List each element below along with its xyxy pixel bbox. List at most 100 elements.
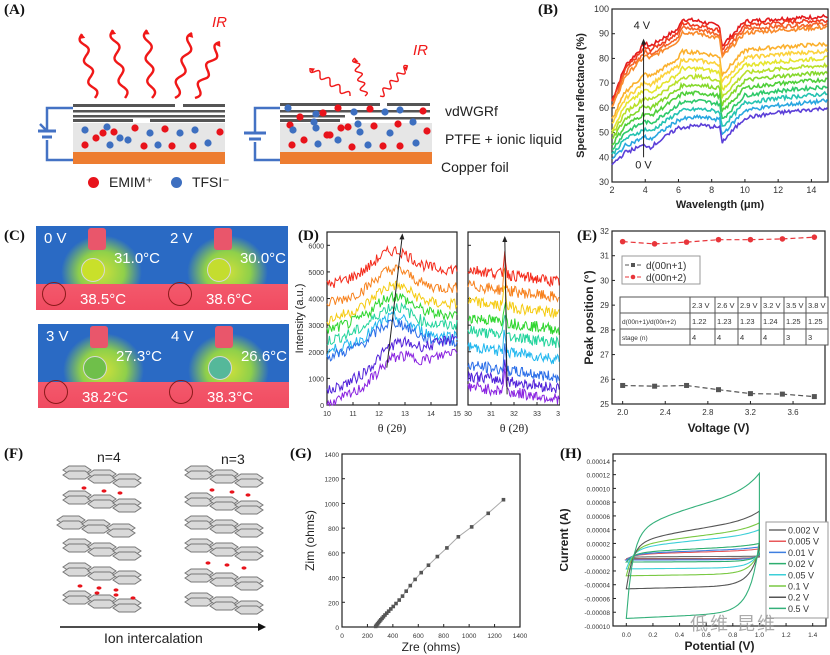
dr-series-line xyxy=(467,343,560,383)
h-y-tick-label: -0.00002 xyxy=(584,569,610,576)
h-legend-label: 0.02 V xyxy=(788,559,814,569)
thermal-center-ring xyxy=(83,356,107,380)
ir-wave xyxy=(379,64,409,98)
thermal-voltage-label: 4 V xyxy=(171,328,194,345)
tfsi-ion xyxy=(386,129,394,137)
e-table-cell: 2.9 V xyxy=(740,301,758,310)
e-y-tick-label: 27 xyxy=(600,351,609,360)
h-legend-label: 0.1 V xyxy=(788,582,809,592)
dl-plot-frame xyxy=(326,231,458,406)
intercalated-ion xyxy=(209,488,215,492)
b-x-tick-label: 12 xyxy=(773,185,783,195)
graphene-hexagon xyxy=(209,501,239,511)
ir-arrowhead-icon xyxy=(188,33,194,38)
e-y-tick-label: 28 xyxy=(600,326,609,335)
g-data-point xyxy=(445,546,449,550)
e-table-cell: 1.23 xyxy=(740,317,755,326)
h-x-tick-label: 0.4 xyxy=(675,632,684,639)
graphene-hexagon xyxy=(62,495,92,505)
circuit-wire xyxy=(45,106,73,162)
h-y-tick-label: -0.00006 xyxy=(584,596,610,603)
e-table-cell: 4 xyxy=(717,333,721,342)
e-data-point xyxy=(651,241,658,247)
e-table-cell: 1.25 xyxy=(786,317,801,326)
panel-a-label: (A) xyxy=(4,2,25,18)
e-data-point xyxy=(811,394,817,400)
graphene-hexagon xyxy=(56,520,86,530)
b-series-line xyxy=(611,41,828,119)
e-table-cell: 3.2 V xyxy=(763,301,781,310)
graphene-hexagon xyxy=(112,603,142,613)
tfsi-ion xyxy=(310,118,318,126)
g-data-point xyxy=(456,534,461,539)
panel-e-chart: 2.0 2.4 2.8 3.2 3.62526272829303132d(00n+1)d… xyxy=(582,227,829,435)
dr-series-line xyxy=(467,359,560,394)
dl-series-line xyxy=(326,309,458,358)
dr-series-line xyxy=(467,314,560,348)
ir-wave xyxy=(309,68,351,96)
e-table-frame xyxy=(619,296,829,346)
d-y-axis-title: Intensity (a.u.) xyxy=(294,284,306,354)
thermal-center-ring xyxy=(208,356,232,380)
ir-wave xyxy=(351,57,369,97)
intercalated-ion xyxy=(81,486,87,490)
dl-series-line xyxy=(326,290,458,334)
dl-y-tick-label: 3000 xyxy=(308,323,324,330)
b-series-line xyxy=(611,18,828,102)
dl-y-tick-label: 4000 xyxy=(308,297,324,304)
h-y-tick-label: -0.00004 xyxy=(584,583,610,590)
tfsi-ion xyxy=(81,126,89,134)
graphene-hexagon xyxy=(62,470,92,480)
ir-wave xyxy=(109,29,129,99)
graphite-layer xyxy=(280,119,340,122)
copper-foil xyxy=(280,152,432,164)
panel-a-schematic: IR IR xyxy=(38,14,432,164)
ion-intercalation-label: Ion intercalation xyxy=(104,630,203,646)
b-series-line xyxy=(611,13,828,101)
intercalated-ion xyxy=(77,584,83,588)
h-y-tick-label: -0.00008 xyxy=(584,610,610,617)
b-annotation-4v: 4 V xyxy=(634,20,651,32)
tfsi-ion xyxy=(312,110,320,118)
tfsi-ion xyxy=(284,104,292,112)
emim-dot-icon xyxy=(88,177,99,188)
b-y-tick-label: 60 xyxy=(599,103,609,113)
intercalated-ion xyxy=(224,563,230,567)
b-series-line xyxy=(611,90,828,155)
dl-x-tick-label: 10 xyxy=(323,411,331,418)
panel-h-chart: 0.0 0.2 0.4 0.6 0.8 1.0 1.2 1.4 -0.00010 -0.00008… xyxy=(560,453,829,653)
dl-series-line xyxy=(326,244,458,288)
dl-x-tick-label: 15 xyxy=(453,411,461,418)
b-x-tick-label: 2 xyxy=(609,185,614,195)
b-x-tick-label: 8 xyxy=(709,185,714,195)
b-y-axis-title: Spectral reflectance (%) xyxy=(575,33,587,158)
g-x-tick-label: 800 xyxy=(438,633,449,640)
g-data-point xyxy=(419,570,424,575)
emim-ion xyxy=(189,142,197,150)
tfsi-ion xyxy=(146,129,154,137)
emim-ion xyxy=(300,136,308,144)
thermal-voltage-label: 3 V xyxy=(46,328,69,345)
g-data-point xyxy=(389,607,393,611)
intercalated-ion xyxy=(241,566,247,570)
e-x-axis-title: Voltage (V) xyxy=(688,421,750,435)
thermal-hot-head xyxy=(88,228,106,250)
dr-series-line xyxy=(467,301,560,335)
g-y-tick-label: 800 xyxy=(328,526,339,533)
ir-arrowhead-icon xyxy=(144,30,150,35)
intercalated-ion xyxy=(205,561,211,565)
e-x-tick-label: 2.4 xyxy=(660,408,672,417)
e-data-point xyxy=(779,391,785,397)
graphene-hexagon xyxy=(234,581,264,591)
graphite-layer xyxy=(73,119,133,122)
graphene-hexagon xyxy=(184,597,214,607)
b-arrowhead-icon xyxy=(641,38,647,45)
panel-c-label: (C) xyxy=(4,228,25,244)
g-y-axis-title: Zim (ohms) xyxy=(303,510,317,571)
g-y-tick-label: 1200 xyxy=(325,477,340,484)
e-x-tick-label: 2.8 xyxy=(702,408,714,417)
e-table-cell: 3.8 V xyxy=(808,301,826,310)
b-series-line xyxy=(611,105,828,166)
thermal-hot-head xyxy=(215,326,233,348)
